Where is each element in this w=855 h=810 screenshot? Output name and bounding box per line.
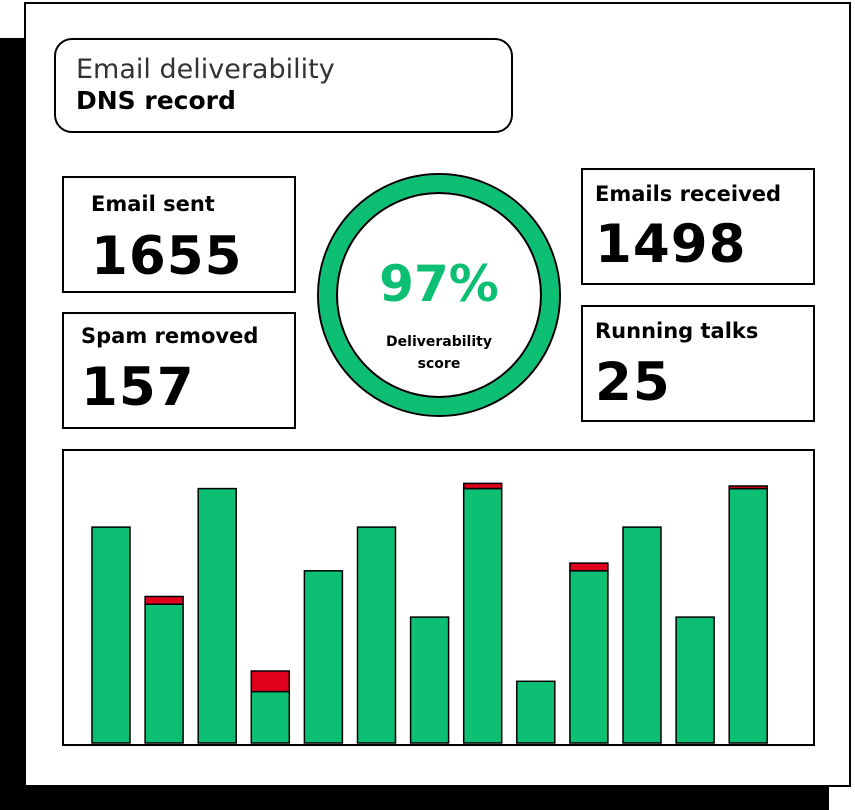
score-label-line2: score — [417, 356, 461, 372]
bar-spam — [144, 595, 184, 605]
bar-delivered — [728, 487, 768, 744]
deliverability-score-value: 97% — [379, 255, 499, 313]
stat-running-talks: Running talks 25 — [581, 305, 815, 422]
bar-delivered — [250, 690, 291, 744]
bar-chart — [62, 449, 815, 746]
bar-spam — [569, 562, 609, 572]
score-label-line1: Deliverability — [386, 334, 492, 350]
bar-delivered — [409, 616, 450, 744]
stat-label: Running talks — [595, 319, 759, 343]
bar-delivered — [303, 570, 344, 744]
stat-value: 1655 — [91, 226, 243, 287]
bar-spam — [728, 485, 768, 490]
bar-spam — [462, 482, 503, 490]
stat-email-sent: Email sent 1655 — [62, 176, 296, 293]
deliverability-score-label: Deliverability score — [319, 331, 559, 375]
header-subtitle: Email deliverability — [76, 54, 335, 85]
bar-delivered — [197, 487, 237, 744]
stat-value: 25 — [595, 352, 671, 413]
stat-label: Email sent — [91, 192, 215, 216]
ring-outer-outline — [317, 173, 561, 417]
bar-delivered — [516, 680, 556, 744]
bar-delivered — [356, 526, 397, 744]
stat-label: Spam removed — [81, 324, 259, 348]
stat-emails-received: Emails received 1498 — [581, 168, 815, 285]
bar-delivered — [569, 570, 609, 744]
bar-delivered — [91, 526, 131, 744]
stat-value: 1498 — [595, 214, 747, 275]
bar-spam — [250, 670, 291, 693]
header-panel: Email deliverability DNS record — [54, 38, 513, 133]
bar-delivered — [675, 616, 715, 744]
stat-label: Emails received — [595, 182, 782, 206]
bar-delivered — [144, 603, 184, 744]
stat-spam-removed: Spam removed 157 — [62, 312, 296, 429]
page-title: DNS record — [76, 86, 236, 115]
bar-chart-svg — [91, 482, 768, 744]
bar-delivered — [462, 487, 503, 744]
bar-delivered — [622, 526, 662, 744]
ring-inner-outline — [336, 192, 542, 398]
stat-value: 157 — [81, 357, 195, 418]
